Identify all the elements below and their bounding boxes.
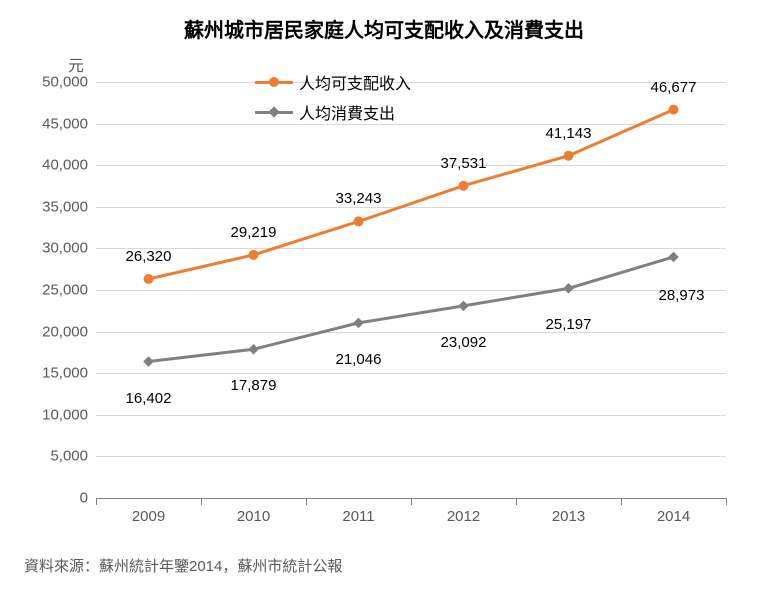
data-label: 21,046 — [336, 351, 382, 368]
x-tick — [621, 498, 622, 505]
data-marker — [458, 301, 469, 312]
y-tick-label: 30,000 — [42, 240, 88, 257]
legend-item: 人均消費支出 — [255, 100, 411, 124]
x-tick-label: 2010 — [237, 508, 270, 525]
legend-label: 人均可支配收入 — [299, 70, 411, 94]
y-tick-label: 45,000 — [42, 115, 88, 132]
plot-area: 05,00010,00015,00020,00025,00030,00035,0… — [96, 82, 726, 498]
y-tick-label: 50,000 — [42, 74, 88, 91]
x-tick — [96, 498, 97, 505]
y-tick-label: 15,000 — [42, 365, 88, 382]
source-note: 資料來源：蘇州統計年鑒2014，蘇州市統計公報 — [24, 555, 342, 576]
chart-container: 蘇州城市居民家庭人均可支配收入及消費支出 元 05,00010,00015,00… — [0, 0, 768, 592]
legend-item: 人均可支配收入 — [255, 70, 411, 94]
y-tick-label: 35,000 — [42, 198, 88, 215]
legend-marker-icon — [268, 106, 279, 117]
y-tick-label: 0 — [80, 490, 88, 507]
x-tick-label: 2012 — [447, 508, 480, 525]
y-axis-unit: 元 — [68, 52, 84, 76]
data-marker — [563, 283, 574, 294]
data-marker — [144, 274, 154, 284]
legend-marker-icon — [269, 77, 279, 87]
data-marker — [668, 252, 679, 263]
y-tick-label: 20,000 — [42, 323, 88, 340]
data-marker — [248, 344, 259, 355]
x-tick — [516, 498, 517, 505]
data-label: 29,219 — [231, 224, 277, 241]
data-marker — [143, 356, 154, 367]
x-tick-label: 2011 — [342, 508, 374, 525]
legend: 人均可支配收入人均消費支出 — [255, 70, 411, 130]
x-tick-label: 2013 — [552, 508, 585, 525]
data-label: 25,197 — [546, 316, 592, 333]
chart-title: 蘇州城市居民家庭人均可支配收入及消費支出 — [0, 14, 768, 43]
x-tick-label: 2014 — [657, 508, 690, 525]
y-tick-label: 40,000 — [42, 157, 88, 174]
data-label: 28,973 — [659, 287, 705, 304]
data-label: 33,243 — [336, 190, 382, 207]
data-label: 37,531 — [441, 155, 487, 172]
data-marker — [459, 181, 469, 191]
data-marker — [249, 250, 259, 260]
legend-line-icon — [255, 111, 293, 114]
data-marker — [669, 105, 679, 115]
data-label: 17,879 — [231, 377, 277, 394]
legend-label: 人均消費支出 — [299, 100, 395, 124]
data-label: 23,092 — [441, 334, 487, 351]
data-marker — [354, 216, 364, 226]
x-tick — [306, 498, 307, 505]
data-label: 41,143 — [546, 125, 592, 142]
series-layer — [96, 82, 726, 498]
y-tick-label: 10,000 — [42, 406, 88, 423]
y-tick-label: 25,000 — [42, 282, 88, 299]
series-line — [149, 110, 674, 279]
x-tick — [411, 498, 412, 505]
x-tick-label: 2009 — [132, 508, 165, 525]
x-tick — [201, 498, 202, 505]
data-label: 26,320 — [126, 248, 172, 265]
data-marker — [353, 318, 364, 329]
data-label: 16,402 — [126, 390, 172, 407]
data-label: 46,677 — [651, 79, 697, 96]
y-tick-label: 5,000 — [50, 448, 88, 465]
x-tick — [726, 498, 727, 505]
data-marker — [564, 151, 574, 161]
legend-line-icon — [255, 81, 293, 84]
series-line — [149, 257, 674, 362]
